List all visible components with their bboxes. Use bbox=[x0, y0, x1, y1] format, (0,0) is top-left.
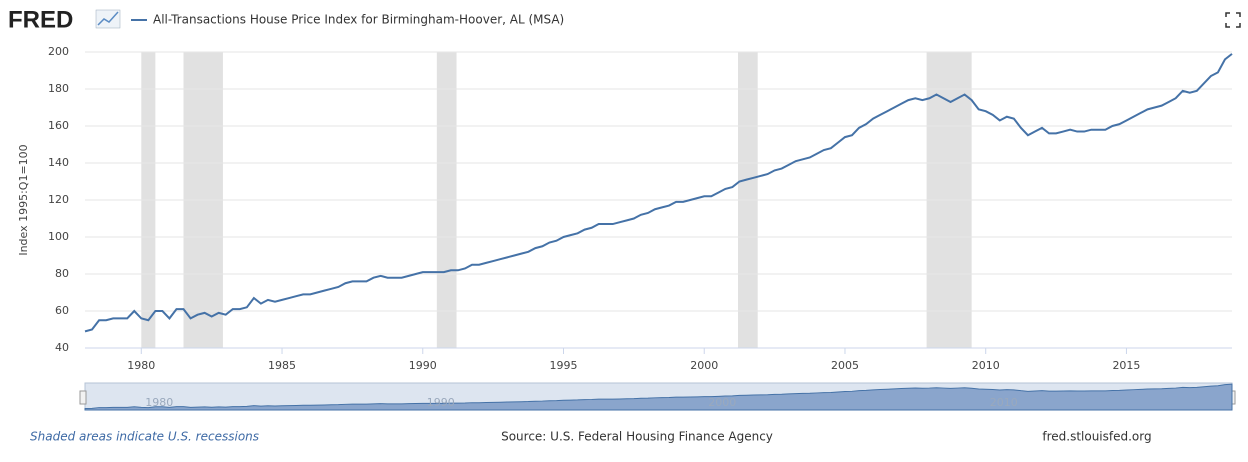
x-tick-label: 1990 bbox=[409, 359, 437, 372]
navigator-tick-label: 1990 bbox=[427, 396, 455, 409]
navigator-tick-label: 2000 bbox=[708, 396, 736, 409]
y-tick-label: 180 bbox=[48, 82, 69, 95]
legend-label: All-Transactions House Price Index for B… bbox=[153, 13, 564, 27]
x-tick-label: 2005 bbox=[831, 359, 859, 372]
x-tick-label: 1980 bbox=[127, 359, 155, 372]
y-tick-label: 40 bbox=[55, 341, 69, 354]
y-axis-label: Index 1995:Q1=100 bbox=[17, 144, 30, 255]
source: Source: U.S. Federal Housing Finance Age… bbox=[501, 430, 773, 444]
logo: FRED bbox=[8, 6, 73, 33]
site-link[interactable]: fred.stlouisfed.org bbox=[1042, 430, 1151, 444]
x-tick-label: 2000 bbox=[690, 359, 718, 372]
y-tick-label: 80 bbox=[55, 267, 69, 280]
series-line bbox=[84, 53, 1233, 333]
y-tick-label: 100 bbox=[48, 230, 69, 243]
navigator-area bbox=[84, 383, 1233, 411]
plot: 40 60 80 100 120 140 160 180 200 1980 1985 1990 1995… bbox=[48, 45, 1233, 372]
x-tick-label: 1985 bbox=[268, 359, 296, 372]
fullscreen-icon[interactable] bbox=[1225, 12, 1241, 28]
recession-note: Shaded areas indicate U.S. recessions bbox=[30, 430, 259, 444]
y-tick-label: 60 bbox=[55, 304, 69, 317]
y-tick-label: 140 bbox=[48, 156, 69, 169]
x-tick-label: 2010 bbox=[972, 359, 1000, 372]
x-tick-label: 1995 bbox=[550, 359, 578, 372]
y-tick-label: 200 bbox=[48, 45, 69, 58]
navigator-tick-label: 2010 bbox=[990, 396, 1018, 409]
y-tick-label: 160 bbox=[48, 119, 69, 132]
navigator-handle[interactable] bbox=[79, 390, 87, 405]
y-tick-label: 120 bbox=[48, 193, 69, 206]
x-tick-label: 2015 bbox=[1112, 359, 1140, 372]
navigator-tick-label: 1980 bbox=[145, 396, 173, 409]
logo-icon bbox=[95, 9, 121, 29]
